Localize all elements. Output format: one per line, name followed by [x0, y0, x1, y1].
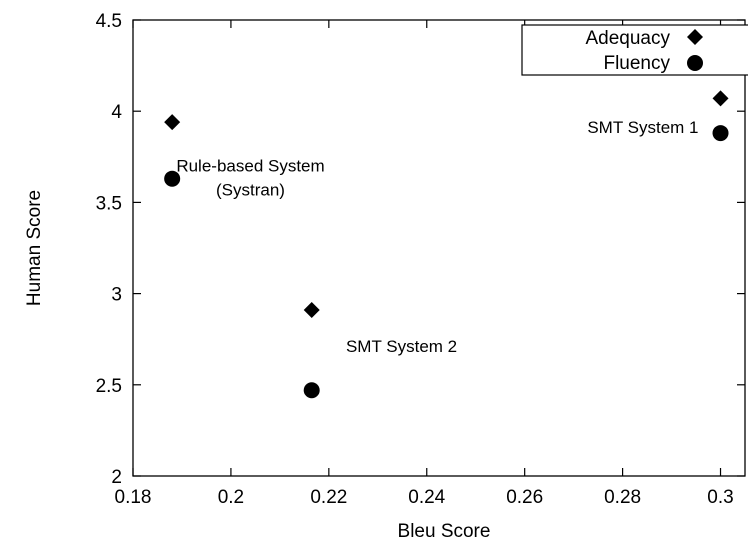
- x-axis: 0.18 0.2 0.22 0.24 0.26 0.28 0.3: [115, 20, 734, 508]
- x-tick-label: 0.22: [310, 487, 347, 508]
- x-tick-label: 0.26: [506, 487, 543, 508]
- x-tick-label: 0.2: [218, 487, 244, 508]
- plot-frame: [132, 19, 746, 477]
- x-tick-label: 0.24: [408, 487, 445, 508]
- annotation-label: SMT System 2: [346, 337, 457, 356]
- adequacy-point: [712, 90, 729, 107]
- legend: Adequacy Fluency: [521, 24, 748, 76]
- annotation-label: Rule-based System: [176, 156, 324, 175]
- y-tick-label: 2: [111, 467, 122, 488]
- plot-border: [132, 19, 746, 477]
- y-axis-title: Human Score: [24, 190, 45, 306]
- y-tick-label: 4: [111, 102, 122, 123]
- y-axis: 2 2.5 3 3.5 4 4.5: [96, 11, 745, 488]
- y-tick-label: 3: [111, 285, 122, 306]
- legend-box: [521, 24, 748, 76]
- fluency-point: [164, 170, 181, 187]
- y-tick-label: 4.5: [96, 11, 122, 32]
- fluency-legend-marker: [687, 55, 703, 71]
- x-axis-title: Bleu Score: [398, 521, 491, 542]
- annotation-label: SMT System 1: [587, 118, 698, 137]
- legend-label: Fluency: [603, 53, 670, 74]
- y-tick-label: 3.5: [96, 193, 122, 214]
- adequacy-point: [164, 114, 181, 131]
- annotation-label: (Systran): [216, 180, 285, 199]
- x-tick-label: 0.18: [115, 487, 152, 508]
- y-tick-label: 2.5: [96, 376, 122, 397]
- data-points: [164, 90, 729, 399]
- adequacy-point: [303, 302, 320, 319]
- fluency-point: [303, 382, 320, 399]
- x-tick-label: 0.3: [707, 487, 733, 508]
- point-annotations: Rule-based System (Systran) SMT System 2 SM…: [176, 118, 698, 356]
- legend-label: Adequacy: [585, 28, 670, 49]
- adequacy-legend-marker: [687, 29, 703, 45]
- fluency-point: [712, 125, 729, 142]
- x-tick-label: 0.28: [604, 487, 641, 508]
